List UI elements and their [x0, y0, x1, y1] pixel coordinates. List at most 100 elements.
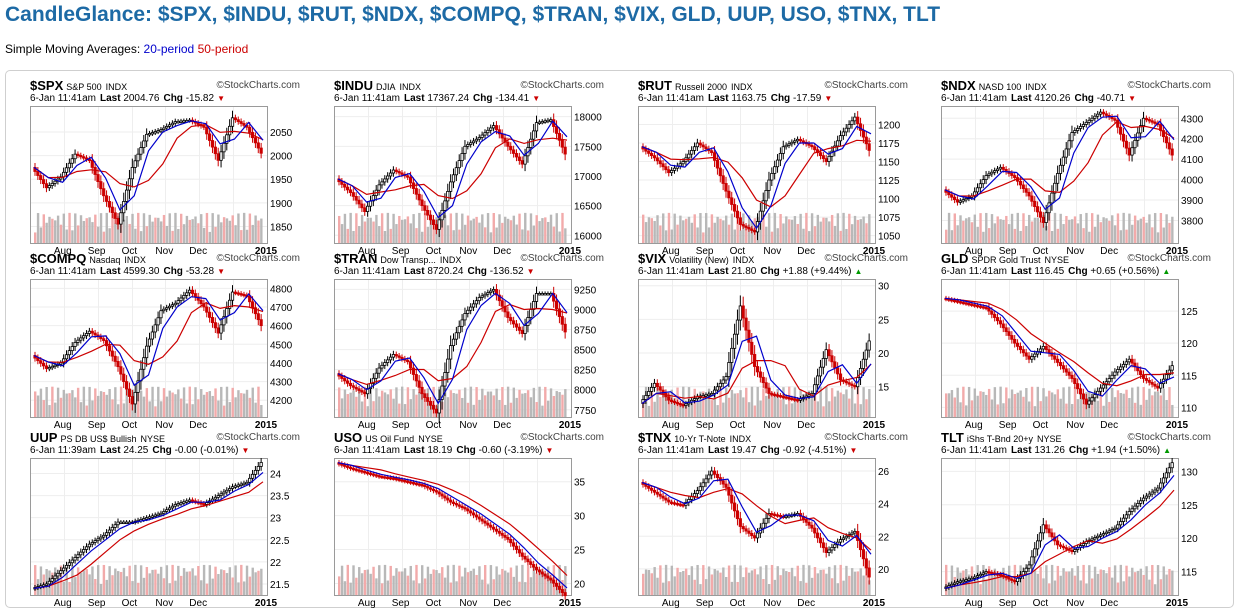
chart-cell[interactable]: $COMPQ Nasdaq INDX ©StockCharts.com 6-Jan 11… — [30, 252, 300, 430]
volume-bar — [687, 216, 691, 243]
candle-body — [847, 382, 851, 385]
volume-bar — [667, 581, 671, 595]
symbol-label[interactable]: $VIX — [638, 251, 667, 266]
symbol-label[interactable]: TLT — [941, 430, 964, 445]
volume-bar — [753, 569, 757, 595]
chart-cell[interactable]: $VIX Volatility (New) INDX ©StockCharts.com… — [638, 252, 908, 430]
volume-bar — [349, 212, 352, 243]
volume-bar — [684, 404, 688, 417]
candle-body — [718, 477, 722, 482]
volume-bar — [976, 565, 979, 595]
chg-value: -0.00 (-0.01%) — [174, 445, 239, 456]
candle-body — [41, 362, 46, 367]
volume-bar — [142, 213, 146, 243]
volume-bar — [260, 218, 263, 243]
symbol-label[interactable]: $NDX — [941, 78, 976, 93]
symbol-label[interactable]: $TNX — [638, 430, 672, 445]
candle-body — [509, 317, 513, 322]
candle-body — [520, 552, 524, 557]
volume-bar — [409, 565, 412, 595]
symbol-label[interactable]: $COMPQ — [30, 251, 87, 266]
chart-cell[interactable]: USO US Oil Fund NYSE ©StockCharts.com 6-Jan … — [334, 431, 604, 608]
down-arrow-icon: ▼ — [545, 446, 554, 455]
symbol-label[interactable]: $SPX — [30, 78, 64, 93]
volume-bar — [194, 387, 197, 417]
volume-bar — [91, 400, 94, 417]
candle-body — [477, 137, 481, 140]
symbol-label[interactable]: $TRAN — [334, 251, 378, 266]
chart-cell[interactable]: GLD SPDR Gold Trust NYSE ©StockCharts.com 6-… — [941, 252, 1211, 430]
candle-body — [1070, 132, 1074, 142]
chart-cell[interactable]: $TRAN Dow Transp... INDX ©StockCharts.com 6-… — [334, 252, 604, 430]
candle-body — [147, 516, 152, 519]
quote-date: 6-Jan 11:39am — [30, 445, 96, 456]
candle-body — [781, 395, 785, 399]
candle-body — [400, 479, 404, 482]
volume-bar — [458, 229, 461, 243]
volume-bar — [131, 213, 134, 243]
volume-bar — [733, 564, 736, 595]
chart-cell[interactable]: $SPX S&P 500 INDX ©StockCharts.com 6-Jan 11:… — [30, 79, 300, 256]
volume-bar — [168, 213, 171, 243]
candle-body — [150, 331, 154, 340]
candle-body — [773, 393, 777, 397]
volume-bar — [363, 569, 367, 595]
sma-legend-prefix: Simple Moving Averages: — [5, 42, 144, 56]
volume-bar — [1053, 394, 1057, 417]
candle-body — [147, 132, 152, 136]
candle-body — [1130, 147, 1134, 156]
chart-cell[interactable]: $NDX NASD 100 INDX ©StockCharts.com 6-Jan 11… — [941, 79, 1211, 256]
candle-body — [1053, 182, 1057, 194]
y-tick-label: 1950 — [270, 175, 293, 186]
volume-bar — [1016, 392, 1019, 417]
candle-body — [684, 403, 688, 406]
volume-bar — [828, 401, 831, 417]
volume-bar — [650, 218, 653, 243]
volume-bar — [1036, 386, 1039, 417]
volume-bar — [973, 388, 977, 417]
candle-body — [1013, 338, 1017, 344]
volume-bar — [483, 395, 487, 417]
chart-cell[interactable]: $TNX 10-Yr T-Note INDX ©StockCharts.com 6-Ja… — [638, 431, 908, 608]
volume-bar — [506, 386, 510, 417]
volume-bar — [346, 394, 349, 417]
candle-body — [104, 340, 109, 347]
candle-body — [93, 540, 97, 543]
volume-bar — [810, 396, 814, 417]
down-arrow-icon: ▼ — [217, 94, 225, 103]
chart-cell[interactable]: TLT iShs T-Bnd 20+y NYSE ©StockCharts.com 6-… — [941, 431, 1211, 608]
candle-body — [534, 293, 539, 302]
volume-bar — [825, 386, 828, 417]
symbol-label[interactable]: $INDU — [334, 78, 374, 93]
y-tick-label: 130 — [1181, 467, 1198, 478]
candle-body — [64, 354, 69, 360]
candle-body — [727, 362, 731, 378]
symbol-label[interactable]: $RUT — [638, 78, 672, 93]
candle-body — [675, 401, 679, 405]
volume-bar — [1070, 404, 1074, 417]
candle-body — [196, 122, 200, 125]
candle-body — [721, 480, 725, 485]
chart-cell[interactable]: $INDU DJIA INDX ©StockCharts.com 6-Jan 11:41… — [334, 79, 604, 256]
chg-label: Chg — [1074, 93, 1094, 104]
volume-bar — [403, 568, 407, 595]
volume-bar — [687, 575, 691, 595]
volume-bar — [722, 402, 725, 417]
symbol-label[interactable]: USO — [334, 430, 363, 445]
volume-bar — [1153, 584, 1157, 595]
symbol-label[interactable]: UUP — [30, 430, 58, 445]
candle-body — [517, 326, 521, 331]
candle-body — [687, 153, 691, 159]
candle-body — [377, 184, 381, 191]
chart-cell[interactable]: UUP PS DB US$ Bullish NYSE ©StockCharts.com… — [30, 431, 300, 608]
candle-body — [664, 497, 668, 501]
volume-bar — [953, 213, 956, 243]
candle-body — [67, 350, 71, 356]
volume-bar — [466, 572, 470, 595]
symbol-label[interactable]: GLD — [941, 251, 969, 266]
chart-cell[interactable]: $RUT Russell 2000 INDX ©StockCharts.com 6-Ja… — [638, 79, 908, 256]
candle-body — [1170, 462, 1174, 469]
candle-body — [1124, 514, 1128, 519]
y-tick-label: 16500 — [574, 202, 602, 213]
volume-bar — [745, 567, 748, 595]
